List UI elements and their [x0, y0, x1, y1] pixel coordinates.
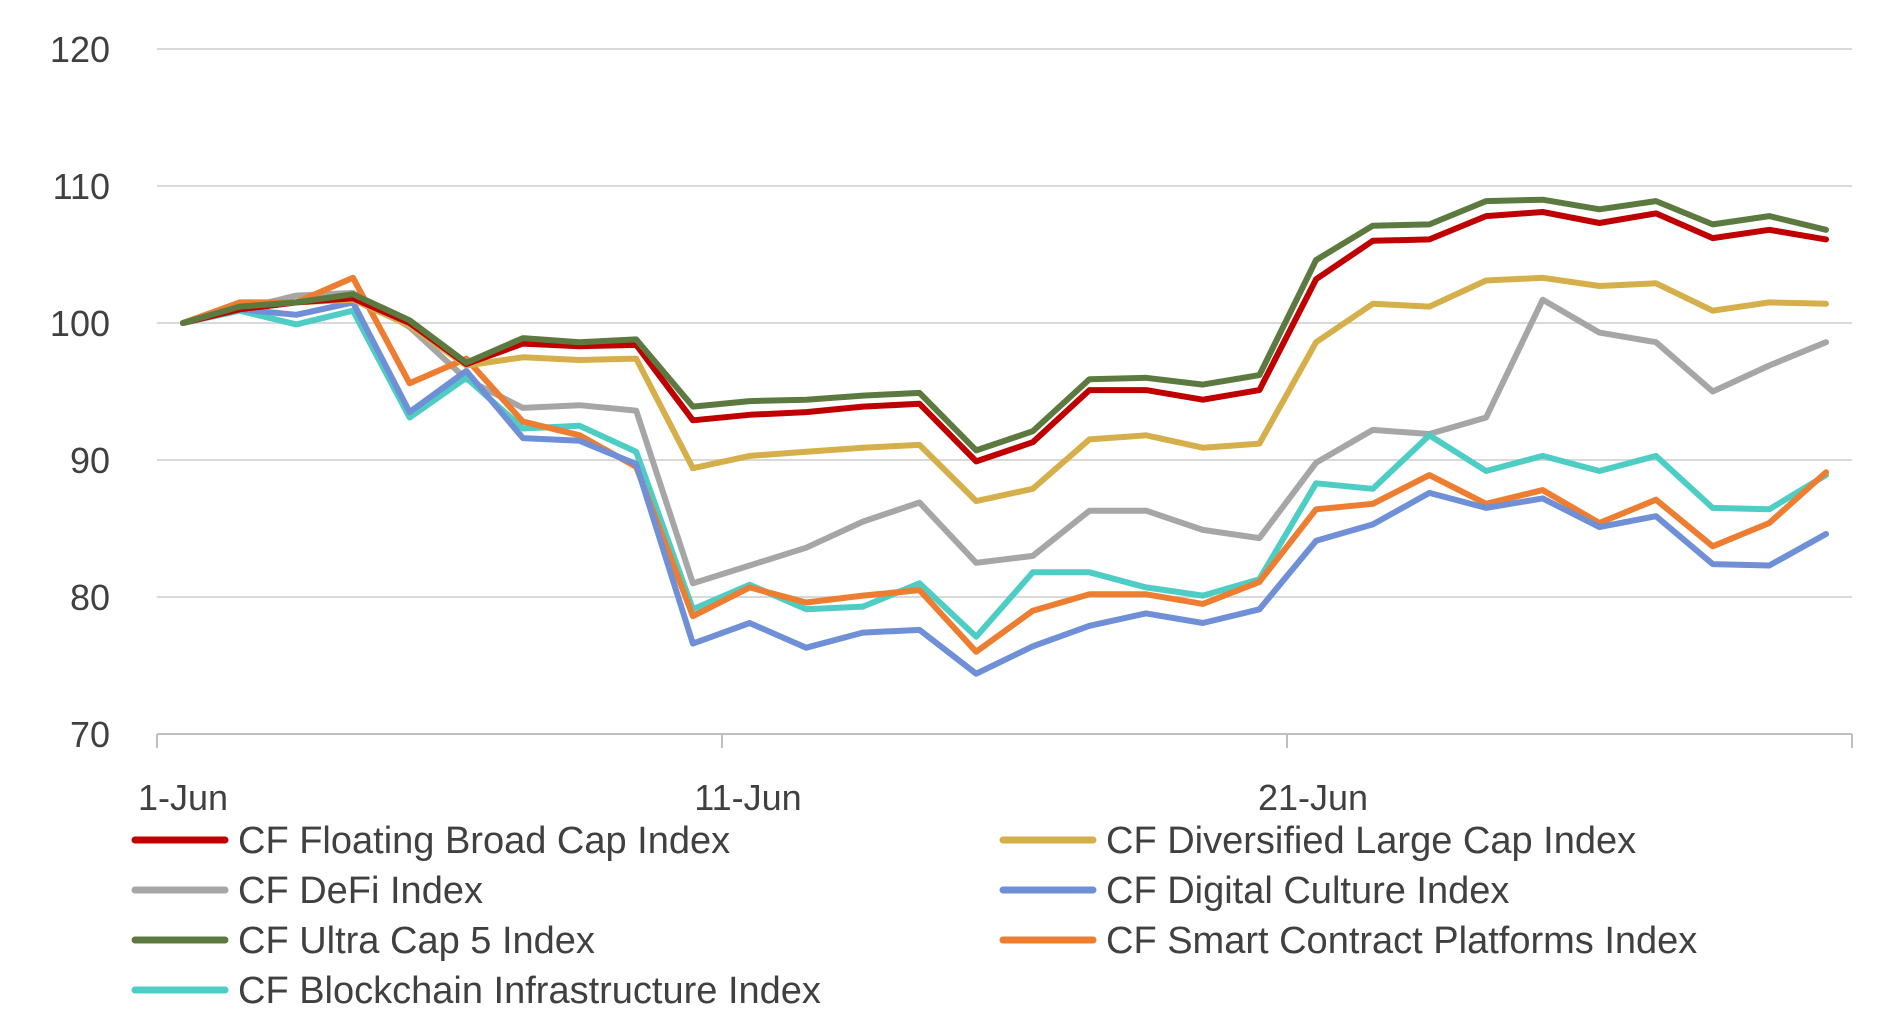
legend-label: CF Floating Broad Cap Index [238, 820, 730, 862]
series-line-7 [180, 307, 1829, 640]
x-tick-label: 11-Jun [694, 777, 801, 818]
legend-label: CF Smart Contract Platforms Index [1106, 920, 1697, 962]
x-tick-label: 1-Jun [138, 777, 228, 818]
series-line-3 [180, 289, 1829, 587]
y-tick-label: 120 [50, 29, 110, 70]
legend-item: CF Ultra Cap 5 Index [131, 920, 595, 962]
series-line-6 [180, 274, 1829, 655]
legend-item: CF Smart Contract Platforms Index [999, 920, 1697, 962]
x-tick-labels: 1-Jun 11-Jun 21-Jun [138, 777, 1368, 818]
legend: CF Floating Broad Cap Index CF Diversifie… [131, 820, 1697, 1012]
y-tick-labels: 70 80 90 100 110 120 [50, 29, 110, 755]
legend-item: CF Floating Broad Cap Index [131, 820, 730, 862]
axes [156, 733, 1853, 748]
x-tick-label: 21-Jun [1258, 777, 1368, 818]
legend-label: CF Diversified Large Cap Index [1106, 820, 1636, 862]
y-tick-label: 70 [70, 714, 110, 755]
legend-label: CF Digital Culture Index [1106, 870, 1509, 912]
legend-item: CF DeFi Index [131, 870, 483, 912]
legend-item: CF Digital Culture Index [999, 870, 1509, 912]
series-line-4 [180, 299, 1829, 677]
y-tick-label: 100 [50, 303, 110, 344]
legend-label: CF Ultra Cap 5 Index [238, 920, 595, 962]
series-lines [180, 196, 1829, 677]
legend-label: CF DeFi Index [238, 870, 483, 912]
y-tick-label: 110 [53, 166, 110, 207]
legend-item: CF Diversified Large Cap Index [999, 820, 1636, 862]
legend-label: CF Blockchain Infrastructure Index [238, 970, 821, 1012]
series-line-5 [180, 196, 1829, 454]
y-tick-label: 90 [70, 440, 110, 481]
legend-item: CF Blockchain Infrastructure Index [131, 970, 821, 1012]
y-tick-label: 80 [70, 577, 110, 618]
